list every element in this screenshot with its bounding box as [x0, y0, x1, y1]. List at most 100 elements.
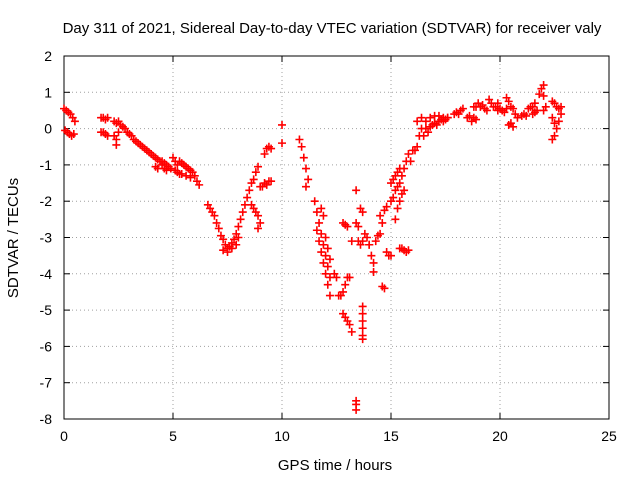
data-point — [319, 211, 328, 220]
data-point — [319, 258, 328, 267]
data-point — [413, 142, 422, 151]
data-point — [376, 211, 385, 220]
data-points — [60, 81, 566, 414]
data-point — [186, 173, 195, 182]
data-point — [323, 280, 332, 289]
data-point — [212, 218, 221, 227]
data-point — [354, 222, 363, 231]
data-point — [325, 255, 334, 264]
axis-ticks: 0 5 10 15 20 25 -8 -7 -6 -5 -4 -3 -2 -1 0 1 2 — [40, 48, 617, 444]
data-point — [321, 251, 330, 260]
data-point — [112, 140, 121, 149]
data-point — [371, 237, 380, 246]
data-point — [382, 202, 391, 211]
data-point — [332, 273, 341, 282]
data-point — [315, 237, 324, 246]
data-point — [317, 248, 326, 257]
data-point — [254, 211, 263, 220]
data-point — [400, 164, 409, 173]
data-point — [245, 186, 254, 195]
data-point — [356, 204, 365, 213]
data-point — [315, 218, 324, 227]
data-point — [352, 186, 361, 195]
data-point — [153, 164, 162, 173]
data-point — [345, 320, 354, 329]
data-point — [513, 113, 522, 122]
data-point — [367, 251, 376, 260]
data-point — [365, 240, 374, 249]
data-point — [387, 251, 395, 260]
data-point — [312, 226, 321, 235]
data-point — [297, 142, 306, 151]
data-point — [539, 81, 548, 90]
data-point — [301, 164, 310, 173]
data-point — [278, 120, 286, 129]
data-point — [182, 171, 191, 180]
data-point — [323, 244, 332, 253]
data-point — [550, 119, 559, 128]
y-tick-label: -1 — [40, 157, 53, 173]
data-point — [299, 153, 308, 162]
data-point — [347, 327, 356, 336]
x-tick-label: 25 — [601, 428, 617, 444]
data-point — [195, 180, 204, 189]
y-tick-label: -5 — [40, 302, 53, 318]
data-point — [358, 324, 367, 333]
data-point — [406, 157, 415, 166]
data-point — [426, 113, 435, 122]
data-point — [256, 218, 265, 227]
y-tick-label: 2 — [44, 48, 52, 64]
data-point — [395, 179, 404, 188]
data-point — [509, 104, 518, 113]
data-point — [339, 287, 348, 296]
data-point — [69, 130, 78, 139]
data-point — [472, 115, 481, 124]
y-axis-label: SDTVAR / TECUs — [5, 178, 22, 298]
data-point — [114, 128, 123, 137]
data-point — [341, 280, 350, 289]
data-point — [358, 335, 367, 344]
data-point — [485, 95, 494, 104]
data-point — [380, 284, 389, 293]
data-point — [358, 309, 367, 318]
data-point — [548, 113, 557, 122]
x-axis-label: GPS time / hours — [278, 457, 392, 474]
data-point — [295, 135, 304, 144]
data-point — [243, 193, 252, 202]
data-point — [413, 117, 422, 126]
data-point — [317, 229, 326, 238]
data-point — [424, 128, 433, 137]
data-point — [232, 240, 241, 249]
data-point — [260, 150, 269, 159]
data-point — [227, 244, 236, 253]
data-point — [554, 117, 563, 126]
data-point — [70, 117, 79, 126]
data-point — [267, 177, 276, 186]
y-tick-label: -3 — [40, 230, 53, 246]
data-point — [548, 135, 557, 144]
data-point — [358, 316, 367, 325]
data-point — [304, 175, 313, 184]
data-point — [363, 233, 372, 242]
y-tick-label: -2 — [40, 193, 53, 209]
data-point — [539, 91, 548, 100]
data-point — [419, 131, 428, 140]
data-point — [254, 224, 263, 233]
data-point — [219, 235, 228, 244]
data-point — [530, 99, 539, 108]
data-point — [509, 122, 518, 131]
y-tick-label: -6 — [40, 338, 53, 354]
chart-title: Day 311 of 2021, Sidereal Day-to-day VTE… — [63, 20, 602, 37]
data-point — [493, 99, 502, 108]
data-point — [343, 222, 352, 231]
data-point — [376, 229, 385, 238]
data-point — [234, 222, 243, 231]
data-point — [278, 139, 286, 148]
data-point — [190, 171, 199, 180]
data-point — [465, 111, 474, 120]
data-point — [177, 169, 186, 178]
data-point — [352, 405, 361, 414]
data-point — [310, 197, 319, 206]
y-tick-label: -7 — [40, 375, 53, 391]
